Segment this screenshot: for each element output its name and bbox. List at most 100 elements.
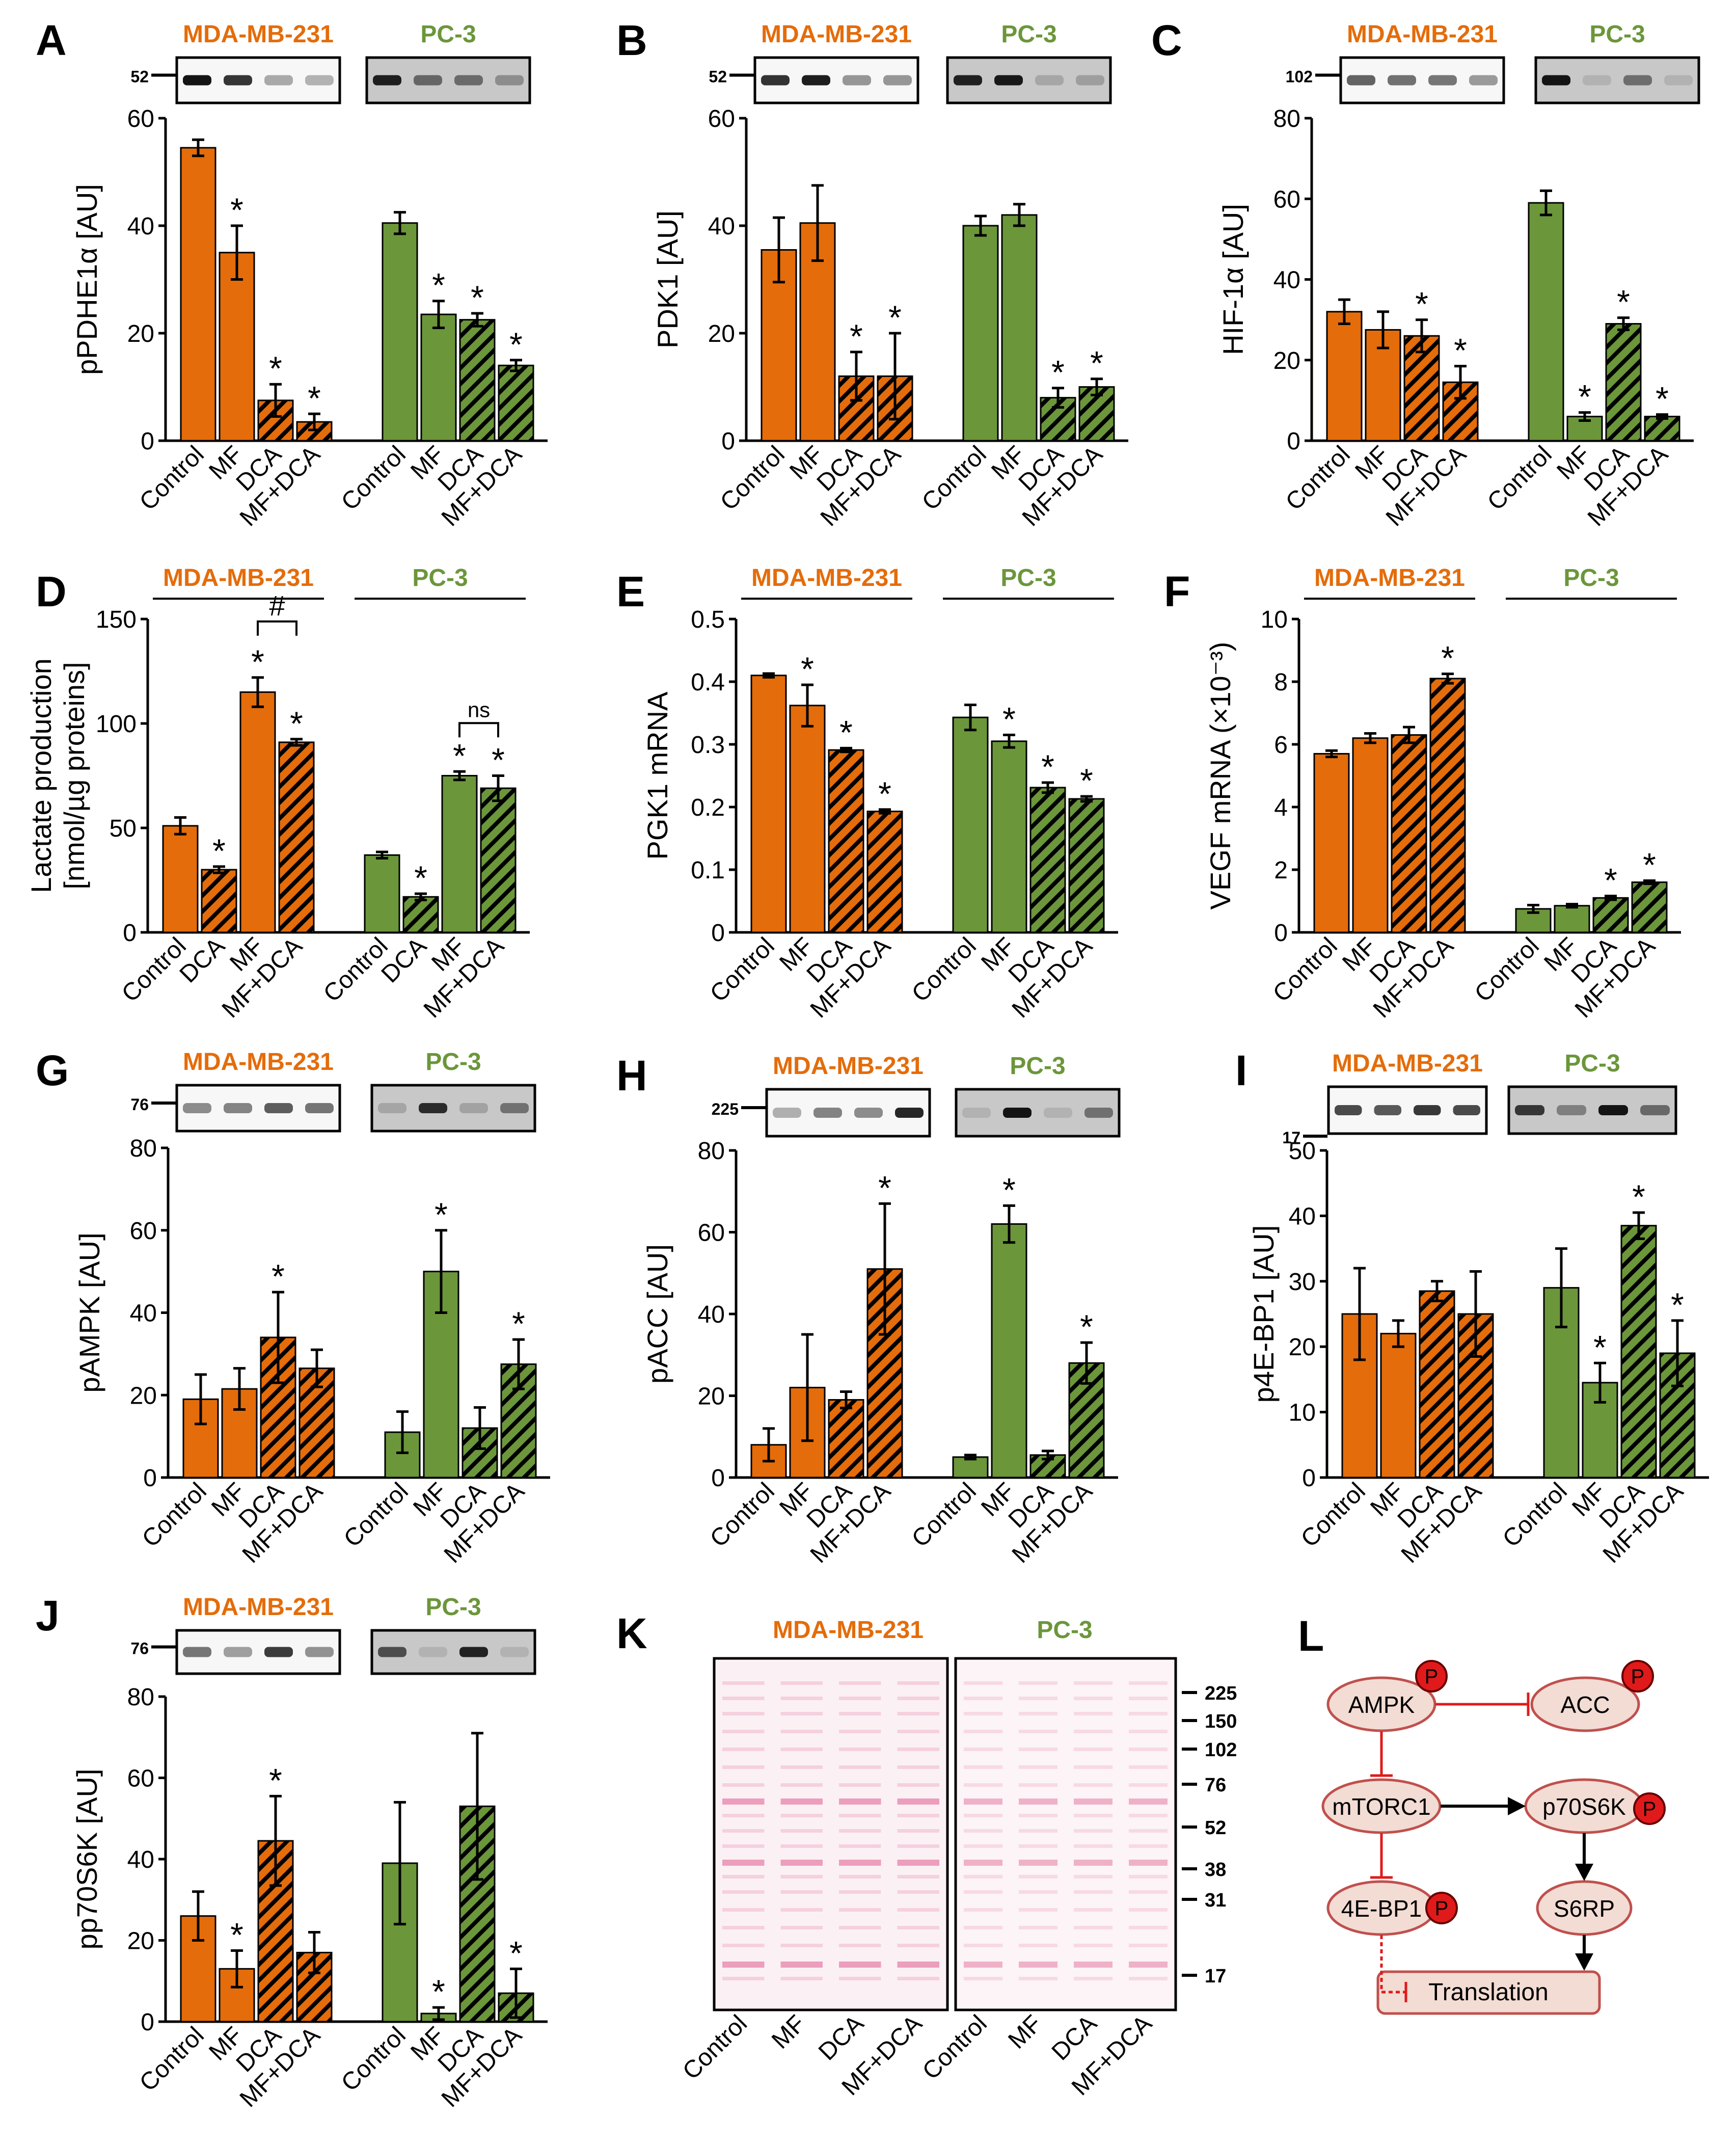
mw-marker-label: 52 <box>1205 1817 1226 1839</box>
bar <box>201 869 237 933</box>
x-tick-label: Control <box>339 1478 414 1552</box>
bar <box>1029 787 1066 933</box>
blot-band <box>1557 1105 1586 1115</box>
blot-band <box>224 75 252 86</box>
y-tick-label: 80 <box>127 1684 154 1711</box>
k-lane-label: MF <box>767 2010 810 2054</box>
y-axis-label: pp70S6K [AU] <box>71 1769 103 1950</box>
bar <box>382 222 418 442</box>
ponceau-band <box>839 1890 881 1894</box>
ponceau-band <box>780 1844 823 1848</box>
node-ampk-label: AMPK <box>1348 1691 1415 1718</box>
y-tick-label: 60 <box>127 105 154 132</box>
significance-mark: * <box>432 266 445 304</box>
ponceau-band <box>1129 1844 1168 1848</box>
ponceau-band <box>839 1944 881 1947</box>
phospho-badge: P <box>1621 1660 1654 1693</box>
ponceau-band <box>1129 1783 1168 1787</box>
mw-marker-label: 38 <box>1205 1859 1226 1881</box>
blot-band <box>419 1103 447 1113</box>
panel-k: K MDA-MB-231 PC-3 225 150 102 76 52 38 31 17 Co… <box>616 1609 1237 2101</box>
k-cell-line-2: PC-3 <box>1037 1617 1092 1644</box>
significance-mark: * <box>230 191 243 229</box>
blot-band <box>1076 75 1104 86</box>
significance-mark: * <box>1002 701 1016 738</box>
ponceau-band <box>839 1908 881 1912</box>
blot-band <box>224 1103 252 1113</box>
x-tick-label: DCA <box>376 932 432 988</box>
bar <box>1391 734 1427 933</box>
ponceau-band <box>722 1977 765 1980</box>
y-tick-label: 0 <box>1274 920 1288 947</box>
blot-band <box>459 1103 488 1113</box>
significance-mark: * <box>414 859 427 897</box>
blot-band <box>895 1108 924 1118</box>
significance-mark: * <box>1671 1286 1684 1324</box>
mw-marker-label: 76 <box>1205 1775 1226 1796</box>
ponceau-band <box>722 1730 765 1733</box>
node-translation-label: Translation <box>1428 1979 1549 2006</box>
blot-band <box>373 75 401 86</box>
blot-band <box>1664 75 1693 86</box>
significance-mark: * <box>801 650 814 688</box>
blot-band <box>1335 1105 1362 1115</box>
y-tick-label: 40 <box>1289 1203 1316 1230</box>
ponceau-band <box>1019 1697 1057 1700</box>
y-tick-label: 0 <box>123 920 137 947</box>
y-tick-label: 0 <box>711 920 725 947</box>
y-axis-label: pPDHE1α [AU] <box>71 184 103 375</box>
ponceau-band <box>1074 1908 1113 1912</box>
svg-text:P: P <box>1631 1666 1645 1688</box>
ponceau-band <box>964 1697 1002 1700</box>
ponceau-band <box>1129 1977 1168 1980</box>
y-tick-label: 0 <box>721 428 735 455</box>
bar <box>1326 311 1363 442</box>
bar <box>1313 753 1350 933</box>
blot-band <box>1388 75 1416 86</box>
ponceau-band <box>780 1681 823 1685</box>
node-acc: ACC <box>1530 1676 1640 1732</box>
cell-line-label: PC-3 <box>1563 565 1619 592</box>
significance-mark: * <box>435 1196 448 1233</box>
ponceau-band <box>1074 1944 1113 1947</box>
y-tick-label: 10 <box>1289 1400 1316 1427</box>
blot-title: PC-3 <box>1564 1050 1620 1077</box>
y-tick-label: 60 <box>698 1220 725 1247</box>
ponceau-band <box>1129 1748 1168 1751</box>
significance-mark: * <box>1604 862 1617 899</box>
y-tick-label: 40 <box>698 1301 725 1328</box>
node-4ebp1: 4E-BP1 <box>1326 1880 1436 1936</box>
y-tick-label: 60 <box>127 1765 154 1792</box>
significance-mark: * <box>1080 762 1093 799</box>
y-tick-label: 50 <box>1289 1138 1316 1165</box>
blot-band <box>1414 1105 1441 1115</box>
ponceau-band <box>964 1860 1002 1866</box>
blot-band <box>1623 75 1652 86</box>
ponceau-band <box>839 1860 881 1866</box>
bar <box>1592 897 1629 933</box>
bar <box>991 740 1027 933</box>
y-axis-label: pACC [AU] <box>641 1244 673 1384</box>
ponceau-band <box>780 1829 823 1833</box>
blot-title: PC-3 <box>1010 1053 1065 1080</box>
ponceau-band <box>1074 1977 1113 1980</box>
ponceau-band <box>897 1860 939 1866</box>
ponceau-band <box>722 1798 765 1805</box>
ponceau-band <box>722 1814 765 1817</box>
ponceau-band <box>722 1875 765 1878</box>
mw-marker-label: 102 <box>1205 1739 1237 1761</box>
ponceau-band <box>964 1730 1002 1733</box>
significance-mark: * <box>1041 748 1054 786</box>
blot-band <box>264 1103 293 1113</box>
blot-title: MDA-MB-231 <box>183 1049 334 1076</box>
y-tick-label: 0.4 <box>691 669 725 696</box>
ponceau-band <box>1074 1926 1113 1929</box>
ponceau-band <box>1019 1890 1057 1894</box>
ponceau-band <box>1019 1798 1057 1805</box>
ponceau-band <box>722 1908 765 1912</box>
ponceau-band <box>1019 1860 1057 1866</box>
ponceau-band <box>964 1908 1002 1912</box>
blot-band <box>854 1108 883 1118</box>
ponceau-band <box>839 1783 881 1787</box>
